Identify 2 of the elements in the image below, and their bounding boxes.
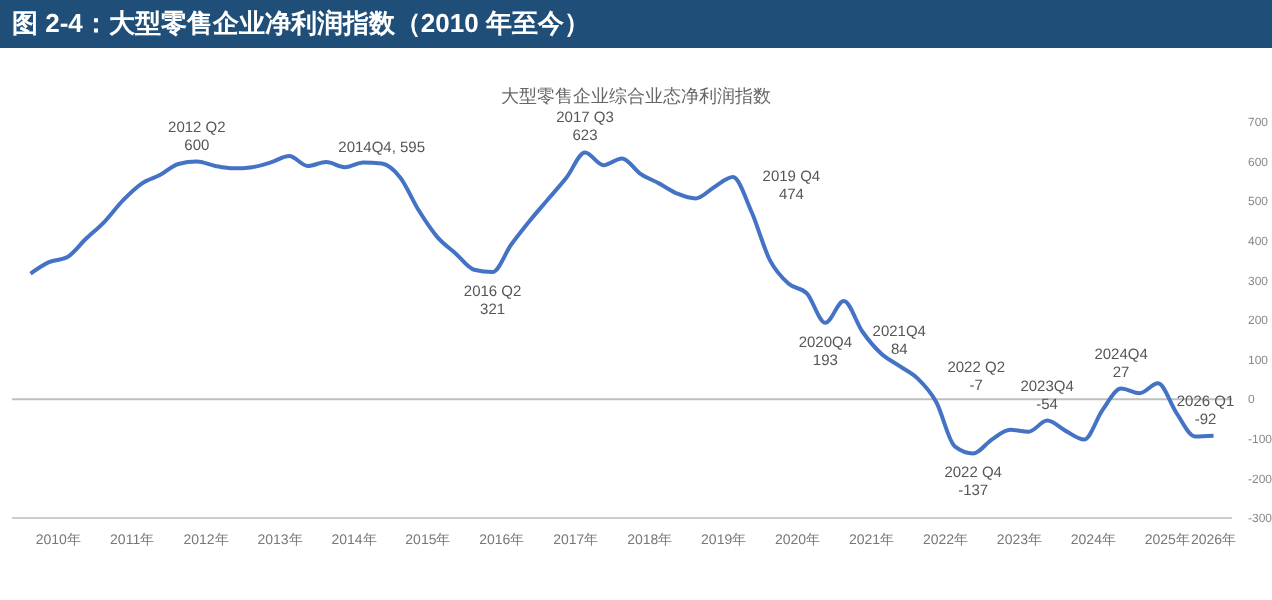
chart-title: 图 2-4：大型零售企业净利润指数（2010 年至今） xyxy=(0,0,1272,48)
chart-subtitle: 大型零售企业综合业态净利润指数 xyxy=(499,84,773,110)
